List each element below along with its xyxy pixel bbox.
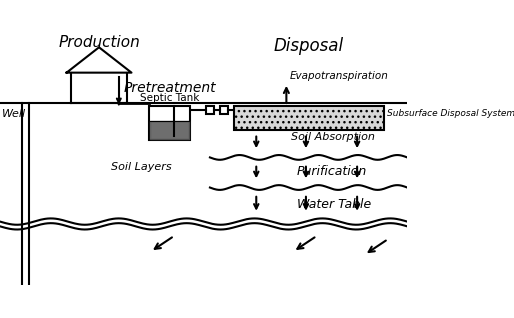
Text: Well: Well bbox=[3, 109, 27, 119]
Text: Production: Production bbox=[58, 35, 140, 51]
Bar bbox=[220, 106, 228, 114]
Text: Septic Tank: Septic Tank bbox=[140, 93, 199, 103]
Text: Disposal: Disposal bbox=[274, 37, 344, 55]
Text: Subsurface Disposal System: Subsurface Disposal System bbox=[387, 109, 514, 118]
Text: Water Table: Water Table bbox=[297, 198, 371, 211]
Text: Purification: Purification bbox=[297, 165, 367, 178]
Bar bbox=[149, 106, 190, 140]
Text: Evapotranspiration: Evapotranspiration bbox=[289, 71, 389, 80]
Text: Soil Absorption: Soil Absorption bbox=[291, 132, 375, 142]
Bar bbox=[234, 106, 384, 130]
Text: Pretreatment: Pretreatment bbox=[124, 81, 216, 95]
Bar bbox=[206, 106, 214, 114]
Text: Soil Layers: Soil Layers bbox=[111, 162, 172, 172]
